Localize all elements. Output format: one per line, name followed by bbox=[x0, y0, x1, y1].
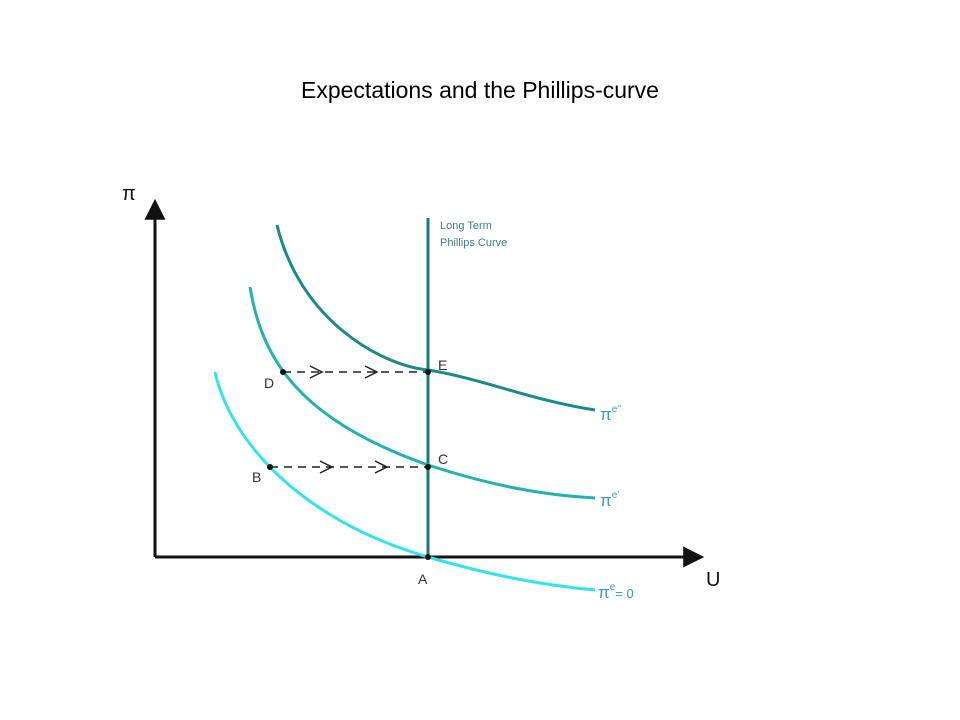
shift-arrows bbox=[309, 365, 379, 379]
long-term-label: Phillips Curve bbox=[440, 237, 507, 249]
point-label: A bbox=[418, 571, 428, 587]
point bbox=[267, 464, 273, 470]
long-term-label: Long Term bbox=[440, 220, 492, 232]
short-run-curve bbox=[275, 224, 596, 412]
point bbox=[425, 464, 431, 470]
point-label: B bbox=[252, 469, 261, 485]
slide-title: Expectations and the Phillips-curve bbox=[301, 77, 659, 103]
point bbox=[425, 554, 431, 560]
curve-label: πe= 0 bbox=[598, 582, 634, 602]
short-run-curve bbox=[213, 371, 596, 592]
point-label: C bbox=[438, 451, 448, 467]
point bbox=[425, 369, 431, 375]
shift-arrows bbox=[319, 460, 389, 474]
curve-label: πe'' bbox=[600, 404, 621, 424]
x-axis-label: U bbox=[706, 569, 720, 591]
y-axis-label: π bbox=[122, 183, 136, 205]
point bbox=[280, 369, 286, 375]
point-label: E bbox=[438, 357, 447, 373]
short-run-curve bbox=[248, 286, 596, 500]
point-label: D bbox=[264, 375, 274, 391]
curve-label: πe' bbox=[600, 490, 619, 510]
